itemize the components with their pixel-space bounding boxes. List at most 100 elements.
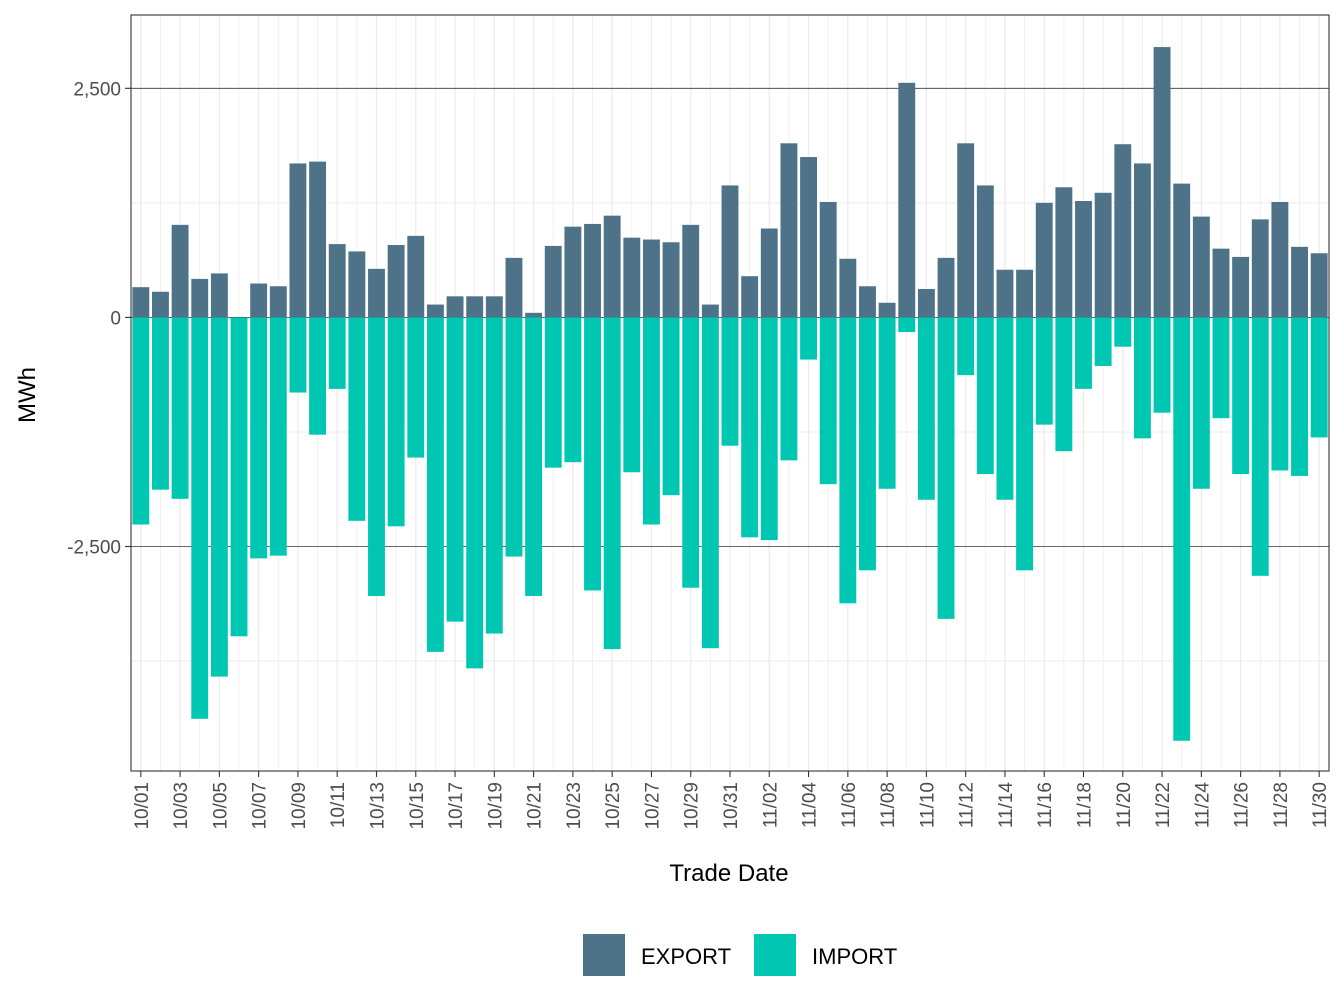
bar-export-10-17 bbox=[446, 296, 464, 318]
x-tick-label: 10/01 bbox=[132, 782, 153, 830]
bar-import-11-12 bbox=[957, 317, 975, 376]
bar-import-11-06 bbox=[839, 317, 857, 604]
bar-export-10-14 bbox=[387, 245, 405, 318]
y-tick-label: 2,500 bbox=[73, 79, 121, 100]
bar-import-10-20 bbox=[505, 317, 523, 557]
bar-import-10-28 bbox=[662, 317, 680, 496]
bar-import-10-02 bbox=[152, 317, 169, 490]
bar-import-11-02 bbox=[760, 317, 778, 541]
x-tick-label: 10/03 bbox=[171, 782, 192, 830]
bar-import-10-27 bbox=[642, 317, 660, 525]
bar-export-10-15 bbox=[407, 235, 425, 318]
bar-export-11-03 bbox=[780, 143, 798, 318]
bar-import-10-06 bbox=[230, 317, 248, 637]
bar-export-11-29 bbox=[1291, 246, 1308, 318]
bar-export-11-27 bbox=[1251, 219, 1269, 318]
legend-key-export bbox=[583, 934, 625, 976]
bar-export-10-30 bbox=[701, 304, 719, 318]
bar-import-11-09 bbox=[898, 317, 916, 333]
bar-import-10-16 bbox=[426, 317, 444, 652]
bar-import-10-01 bbox=[132, 317, 150, 525]
bar-import-10-04 bbox=[191, 317, 209, 719]
bar-export-11-02 bbox=[760, 228, 778, 318]
bar-export-11-18 bbox=[1075, 201, 1092, 318]
x-tick-label: 11/04 bbox=[800, 782, 821, 829]
bar-import-10-22 bbox=[544, 317, 562, 468]
bar-import-10-03 bbox=[171, 317, 189, 499]
bar-import-10-25 bbox=[603, 317, 621, 650]
bar-import-11-24 bbox=[1192, 317, 1210, 489]
x-tick-label: 11/08 bbox=[878, 782, 899, 828]
bar-export-11-09 bbox=[898, 82, 916, 318]
bar-export-11-10 bbox=[917, 288, 935, 318]
bar-import-11-30 bbox=[1310, 317, 1328, 438]
bar-import-11-07 bbox=[859, 317, 876, 571]
bar-export-10-27 bbox=[642, 239, 660, 318]
x-tick-label: 10/09 bbox=[289, 782, 310, 830]
bar-import-10-15 bbox=[407, 317, 425, 458]
bar-export-11-26 bbox=[1232, 256, 1250, 318]
bar-import-10-23 bbox=[564, 317, 582, 463]
x-tick-label: 11/12 bbox=[957, 782, 978, 828]
x-tick-label: 11/02 bbox=[760, 782, 781, 828]
bar-import-10-11 bbox=[328, 317, 346, 389]
bar-import-11-16 bbox=[1035, 317, 1053, 425]
x-tick-label: 11/16 bbox=[1035, 782, 1056, 828]
bar-import-11-01 bbox=[741, 317, 759, 538]
bar-import-10-10 bbox=[309, 317, 327, 435]
bar-export-11-05 bbox=[819, 201, 837, 318]
bar-export-11-13 bbox=[976, 185, 994, 318]
bar-import-10-26 bbox=[623, 317, 641, 473]
bar-import-11-26 bbox=[1232, 317, 1250, 475]
bar-import-10-12 bbox=[348, 317, 366, 521]
bar-export-10-24 bbox=[584, 223, 601, 318]
bar-import-11-29 bbox=[1291, 317, 1308, 476]
bar-export-10-03 bbox=[171, 224, 189, 318]
x-tick-label: 11/14 bbox=[996, 782, 1017, 829]
bar-export-10-01 bbox=[132, 287, 150, 318]
bar-import-10-13 bbox=[368, 317, 385, 596]
bar-import-10-09 bbox=[289, 317, 307, 393]
bar-export-10-02 bbox=[152, 291, 169, 318]
x-tick-label: 10/11 bbox=[328, 782, 349, 828]
bar-import-11-14 bbox=[996, 317, 1014, 500]
bar-import-10-18 bbox=[466, 317, 484, 669]
bar-import-11-04 bbox=[800, 317, 818, 360]
bar-import-11-11 bbox=[937, 317, 955, 619]
bar-export-11-23 bbox=[1173, 183, 1191, 318]
bar-import-10-07 bbox=[250, 317, 268, 559]
bar-export-11-11 bbox=[937, 257, 955, 318]
bar-import-10-08 bbox=[269, 317, 287, 556]
bar-import-11-27 bbox=[1251, 317, 1269, 576]
x-tick-label: 10/17 bbox=[446, 782, 467, 830]
x-tick-label: 11/20 bbox=[1114, 782, 1135, 828]
bar-export-11-30 bbox=[1310, 253, 1328, 318]
bar-export-11-20 bbox=[1114, 144, 1132, 318]
bar-export-10-05 bbox=[210, 273, 228, 318]
x-tick-label: 11/10 bbox=[917, 782, 938, 828]
bar-import-10-19 bbox=[485, 317, 503, 634]
bar-export-11-07 bbox=[859, 286, 876, 318]
bar-import-10-29 bbox=[682, 317, 700, 588]
bar-export-10-13 bbox=[368, 268, 385, 318]
y-tick-label: -2,500 bbox=[67, 537, 121, 558]
export-bars bbox=[132, 47, 1328, 318]
bar-import-11-21 bbox=[1133, 317, 1151, 439]
bar-export-10-09 bbox=[289, 163, 307, 318]
x-tick-label: 11/18 bbox=[1075, 782, 1096, 828]
x-tick-label: 10/31 bbox=[721, 782, 742, 830]
bar-export-11-06 bbox=[839, 258, 857, 318]
x-tick-label: 10/13 bbox=[367, 782, 388, 830]
x-tick-label: 11/28 bbox=[1271, 782, 1292, 828]
x-tick-label: 10/27 bbox=[642, 782, 663, 830]
bar-import-10-31 bbox=[721, 317, 739, 446]
legend-key-import bbox=[754, 934, 796, 976]
bar-import-11-22 bbox=[1153, 317, 1171, 413]
bar-import-11-08 bbox=[878, 317, 896, 489]
bar-export-11-22 bbox=[1153, 47, 1171, 318]
bar-import-11-23 bbox=[1173, 317, 1191, 741]
bar-import-11-13 bbox=[976, 317, 994, 475]
bar-export-10-19 bbox=[485, 296, 503, 318]
bar-import-11-17 bbox=[1055, 317, 1073, 452]
